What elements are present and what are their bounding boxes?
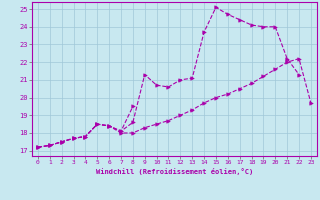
X-axis label: Windchill (Refroidissement éolien,°C): Windchill (Refroidissement éolien,°C) [96,168,253,175]
